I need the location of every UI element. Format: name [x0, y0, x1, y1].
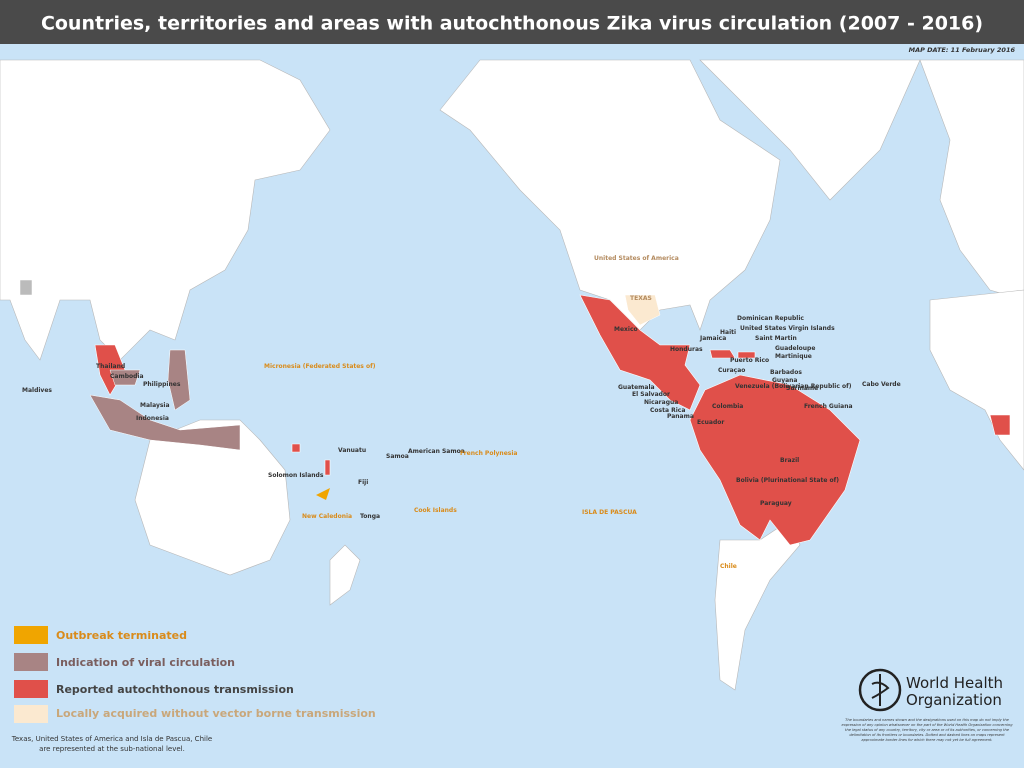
country-label: Honduras: [670, 346, 703, 353]
country-label: Panama: [667, 413, 694, 420]
country-label: Dominican Republic: [737, 315, 804, 322]
country-label: Bolivia (Plurinational State of): [736, 477, 839, 484]
country-label: Barbados: [770, 369, 802, 376]
country-label: French Polynesia: [460, 450, 517, 457]
country-label: Maldives: [22, 387, 52, 394]
country-label: Philippines: [143, 381, 181, 388]
country-label: Thailand: [96, 363, 125, 370]
country-label: Suriname: [786, 385, 818, 392]
country-label: Jamaica: [699, 335, 726, 342]
country-label: Paraguay: [760, 500, 792, 507]
country-label: Guadeloupe: [775, 345, 815, 352]
country-label: El Salvador: [632, 391, 670, 398]
country-label: Tonga: [360, 513, 380, 520]
country-label: Fiji: [358, 479, 368, 486]
country-label: Chile: [720, 563, 737, 570]
title: Countries, territories and areas with au…: [41, 13, 983, 35]
map-date: MAP DATE: 11 February 2016: [909, 46, 1016, 54]
country-label: Guatemala: [618, 384, 655, 391]
header-bar: [0, 0, 1024, 44]
country-label: Cook Islands: [414, 507, 457, 514]
country-label: ISLA DE PASCUA: [582, 509, 637, 516]
country-label: Samoa: [386, 453, 409, 460]
legend-label: Reported autochthonous transmission: [56, 683, 294, 696]
country-label: Cabo Verde: [862, 381, 901, 388]
land: [0, 59, 1024, 691]
country-label: Mexico: [614, 326, 638, 333]
country-label: Venezuela (Bolivarian Republic of): [735, 383, 852, 390]
indication-areas: [19, 279, 241, 451]
country-label: Malaysia: [140, 402, 170, 409]
country-label: Colombia: [712, 403, 743, 410]
who-name: World Health: [906, 674, 1003, 692]
country-label: United States Virgin Islands: [740, 325, 835, 332]
country-label: Haiti: [720, 329, 736, 336]
country-label: Micronesia (Federated States of): [264, 363, 376, 370]
country-label: Vanuatu: [338, 447, 366, 454]
country-label: Costa Rica: [650, 407, 685, 414]
labels: Mexico Honduras Jamaica Haiti Dominican …: [22, 255, 901, 570]
country-label: Brazil: [780, 457, 799, 464]
note: are represented at the sub-national leve…: [39, 745, 185, 753]
country-label: Curaçao: [718, 367, 745, 374]
legend-label: Outbreak terminated: [56, 629, 187, 642]
note: Texas, United States of America and Isla…: [11, 735, 212, 743]
disclaimer: The boundaries and names shown and the d…: [841, 718, 1013, 742]
country-label: Nicaragua: [644, 399, 678, 406]
country-label: Saint Martin: [755, 335, 797, 342]
country-label: Ecuador: [697, 419, 724, 426]
country-label: Martinique: [775, 353, 812, 360]
country-label: Cambodia: [110, 373, 144, 380]
who-name: Organization: [906, 691, 1002, 709]
other-areas: [316, 294, 661, 500]
country-label: Guyana: [772, 377, 797, 384]
country-label: New Caledonia: [302, 513, 352, 520]
country-label: Puerto Rico: [730, 357, 769, 364]
legend-swatch: [14, 680, 48, 698]
legend-swatch: [14, 705, 48, 723]
legend-label: Locally acquired without vector borne tr…: [56, 707, 376, 720]
country-label: American Samoa: [408, 448, 465, 455]
who-logo: World Health Organization: [858, 668, 1003, 712]
country-label: Indonesia: [136, 415, 169, 422]
legend-swatch: [14, 653, 48, 671]
country-label: French Guiana: [804, 403, 853, 410]
legend-label: Indication of viral circulation: [56, 656, 235, 669]
legend-swatch: [14, 626, 48, 644]
legend: Outbreak terminated Indication of viral …: [11, 626, 376, 753]
country-label: TEXAS: [630, 295, 652, 302]
country-label: United States of America: [594, 255, 679, 262]
country-label: Solomon Islands: [268, 472, 324, 479]
